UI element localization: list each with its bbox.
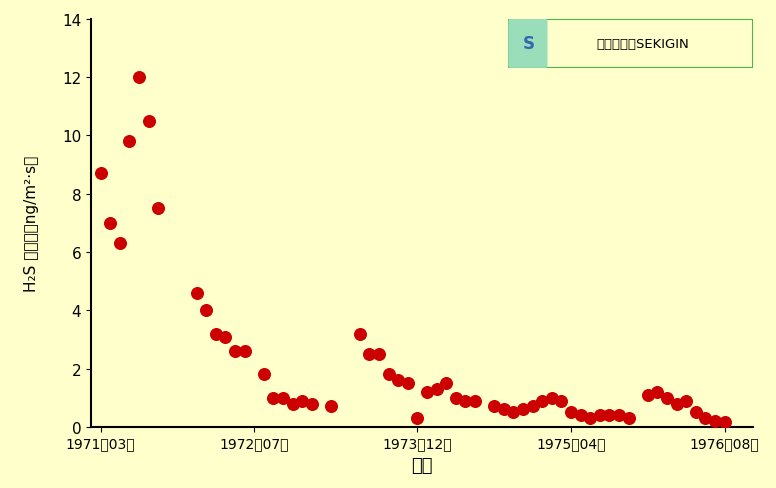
- Point: [104, 220, 116, 227]
- Point: [296, 397, 308, 405]
- Point: [325, 403, 338, 410]
- Point: [133, 74, 145, 82]
- Point: [488, 403, 501, 410]
- Point: [642, 391, 654, 399]
- Point: [402, 380, 414, 387]
- X-axis label: 西暦: 西暦: [411, 456, 433, 474]
- Point: [565, 408, 577, 416]
- Point: [113, 240, 126, 248]
- Point: [449, 394, 462, 402]
- Point: [383, 371, 395, 379]
- Point: [517, 406, 529, 413]
- Point: [574, 411, 587, 419]
- Point: [210, 330, 222, 338]
- Point: [363, 350, 376, 358]
- Point: [286, 400, 299, 407]
- Point: [200, 307, 213, 315]
- Point: [526, 403, 539, 410]
- Point: [258, 371, 270, 379]
- Point: [699, 414, 712, 422]
- Point: [267, 394, 279, 402]
- Point: [508, 408, 520, 416]
- Point: [152, 205, 165, 213]
- Point: [190, 289, 203, 297]
- Point: [555, 397, 567, 405]
- Point: [123, 138, 136, 146]
- Point: [440, 380, 452, 387]
- Point: [431, 385, 443, 393]
- Point: [680, 397, 692, 405]
- Point: [372, 350, 385, 358]
- Point: [536, 397, 549, 405]
- Text: H₂S 付着量（ng/m²·s）: H₂S 付着量（ng/m²·s）: [24, 155, 39, 291]
- Point: [411, 414, 424, 422]
- Point: [719, 419, 731, 427]
- Point: [603, 411, 615, 419]
- Point: [238, 347, 251, 355]
- Point: [354, 330, 366, 338]
- Point: [219, 333, 231, 341]
- Point: [306, 400, 318, 407]
- Point: [651, 388, 663, 396]
- Point: [661, 394, 674, 402]
- Point: [421, 388, 433, 396]
- Point: [497, 406, 510, 413]
- Point: [546, 394, 558, 402]
- Point: [613, 411, 625, 419]
- Point: [143, 118, 155, 125]
- Point: [459, 397, 472, 405]
- Point: [277, 394, 289, 402]
- Point: [594, 411, 606, 419]
- Point: [708, 417, 721, 425]
- Point: [622, 414, 635, 422]
- Point: [392, 377, 404, 385]
- Point: [469, 397, 481, 405]
- Point: [584, 414, 597, 422]
- Point: [95, 170, 107, 178]
- Point: [229, 347, 241, 355]
- Point: [690, 408, 702, 416]
- Point: [670, 400, 683, 407]
